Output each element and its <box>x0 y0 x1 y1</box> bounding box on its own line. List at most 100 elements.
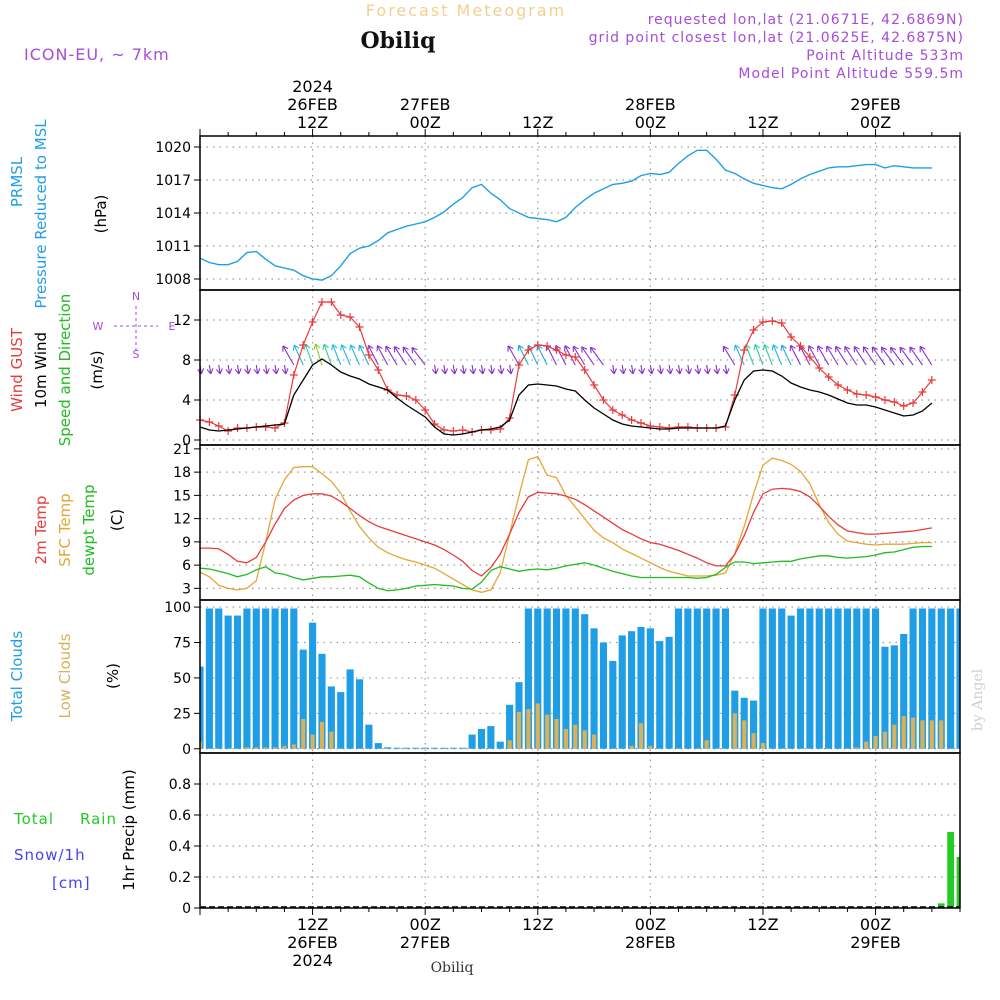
low-cloud-bar <box>882 731 888 749</box>
wind-arrow-head <box>331 344 334 351</box>
gust-marker <box>336 311 345 319</box>
total-cloud-bar <box>233 615 242 749</box>
wind-arrow <box>350 344 361 366</box>
wind-arrow-head <box>660 368 664 375</box>
wind-arrow-head <box>909 346 916 350</box>
gust-marker <box>674 423 683 431</box>
total-cloud-bar <box>947 608 955 749</box>
total-cloud-bar <box>637 626 645 749</box>
wind-arrow <box>799 345 811 366</box>
y-tick-label: 0.2 <box>169 870 191 886</box>
y-tick-label: 8 <box>182 353 191 369</box>
pressure-line <box>199 149 932 281</box>
low-cloud-bar <box>200 741 203 749</box>
gust-marker <box>890 398 899 406</box>
gust-marker <box>740 346 749 354</box>
wind-arrow <box>274 364 278 374</box>
wind-arrow-head <box>863 346 869 350</box>
total-cloud-bar <box>543 608 551 749</box>
wind-arrow <box>715 364 719 374</box>
wind-arrow-head <box>497 369 503 375</box>
wind-arrow-head <box>628 369 634 375</box>
wind-arrow-head <box>266 368 270 375</box>
top-hour-label: 12Z <box>297 113 328 132</box>
wind-arrow-head <box>872 346 878 350</box>
wind-arrow-head <box>315 343 321 349</box>
gust-marker <box>880 396 889 404</box>
wind-arrow <box>443 364 446 374</box>
gust-marker <box>777 319 786 327</box>
gust-marker <box>852 390 861 398</box>
wind-arrow <box>358 344 370 366</box>
low-cloud-bar <box>272 747 278 749</box>
gust-marker <box>524 346 533 354</box>
gust-marker <box>261 423 270 431</box>
top-hour-label: 00Z <box>410 113 441 132</box>
gust-marker <box>533 341 542 349</box>
total-cloud-bar <box>956 608 960 749</box>
wind-arrow-head <box>247 368 252 375</box>
wind-arrow <box>696 364 700 374</box>
total-cloud-bar <box>881 646 889 749</box>
dewpoint-label: dewpt Temp <box>80 484 98 575</box>
wind-arrow <box>341 344 351 366</box>
total-cloud-bar <box>750 700 758 749</box>
bottom-year-label: 2024 <box>292 951 333 970</box>
bottom-hour-label: 12Z <box>297 915 328 934</box>
wind-arrow <box>890 347 905 366</box>
wind-arrow <box>255 364 259 374</box>
low-cloud-bar <box>929 720 934 749</box>
gust-marker <box>308 318 317 326</box>
wind-arrow-head <box>411 347 414 354</box>
wind-arrow <box>236 364 240 374</box>
gust-marker <box>608 406 617 414</box>
y-tick-label: 0.6 <box>169 808 191 824</box>
total-cloud-bar <box>768 608 776 749</box>
wind-arrow <box>490 364 493 374</box>
wind-arrow <box>659 364 662 374</box>
total-cloud-bar <box>271 608 279 749</box>
low-cloud-bar <box>254 747 259 749</box>
gust-marker <box>346 313 355 321</box>
wind-arrow <box>706 364 709 374</box>
snow-label: Snow/1h <box>14 846 86 864</box>
total-cloud-bar <box>693 608 701 749</box>
wind-arrow <box>527 344 539 366</box>
low-cloud-bar <box>244 747 249 749</box>
wind-arrow <box>862 346 877 366</box>
y-tick-label: 100 <box>164 600 191 616</box>
wind-arrow-head <box>764 344 770 349</box>
wind-arrow-head <box>322 344 325 351</box>
total-cloud-bar <box>684 608 692 749</box>
wind-arrow <box>722 345 736 366</box>
wind-arrow-head <box>219 368 223 375</box>
wind-arrow-head <box>200 368 205 375</box>
total-cloud-bar <box>796 608 805 749</box>
gust-marker <box>590 381 599 389</box>
wind-arrow <box>452 364 456 374</box>
super-title: Forecast Meteogram <box>366 1 566 20</box>
low-clouds-label: Low Clouds <box>56 633 74 718</box>
total-cloud-bar <box>440 747 448 749</box>
wind-arrow-head <box>450 369 456 375</box>
wind-arrow-head <box>581 346 588 350</box>
wind-arrow-head <box>507 345 514 350</box>
wind-arrow-head <box>340 344 343 351</box>
wind-arrow-head <box>790 344 796 349</box>
gust-marker <box>458 426 467 434</box>
gust-marker <box>646 422 655 430</box>
wind-arrow-head <box>281 369 287 375</box>
y-tick-label: 50 <box>173 671 191 687</box>
pressure-unit-label: (hPa) <box>92 195 110 234</box>
snow-unit-label: [cm] <box>52 874 91 892</box>
gust-marker <box>289 371 298 379</box>
y-tick-label: 75 <box>173 636 191 652</box>
cloud-bars <box>200 608 960 749</box>
wind-arrow <box>572 345 586 366</box>
wind-arrow <box>734 344 745 366</box>
panel-grid <box>194 445 960 600</box>
wind-arrow <box>763 344 773 366</box>
grid-coords: grid point closest lon,lat (21.0625E, 42… <box>589 30 964 46</box>
gust-marker <box>862 391 871 399</box>
wind-arrow-head <box>713 369 718 375</box>
